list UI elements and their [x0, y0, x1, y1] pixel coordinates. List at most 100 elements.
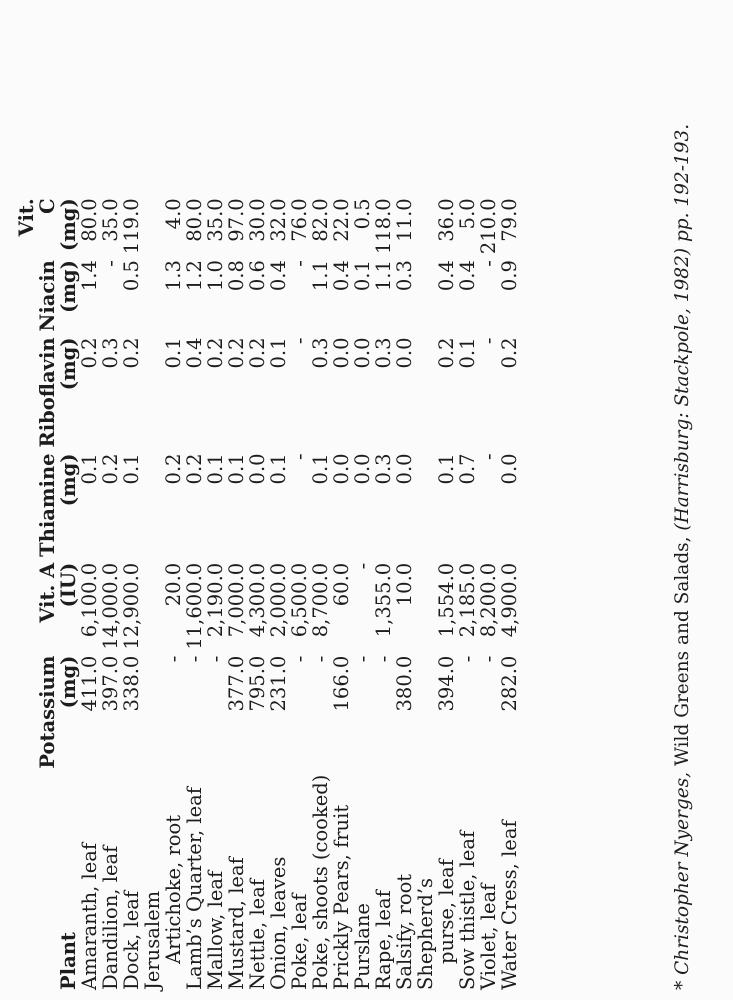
riboflavin-cell: 0.3 [99, 337, 122, 369]
thiamine-cell: 0.1 [120, 453, 143, 485]
table-row: Lamb’s Quarter, leaf - 11,600.0 0.2 0.4 1.2 80… [183, 198, 206, 990]
vit-a-cell: 4,300.0 [246, 562, 269, 638]
potassium-cell: 338.0 [120, 655, 143, 712]
table-row: Purslane - - 0.0 0.0 0.1 0.5 [351, 198, 374, 990]
niacin-cell: - [99, 260, 122, 267]
riboflavin-cell: 0.1 [456, 337, 479, 369]
plant-name-cell: Salsify, root [393, 873, 416, 990]
riboflavin-cell: 0.2 [120, 337, 143, 369]
vit-c-cell: 80.0 [183, 198, 206, 242]
table-body: Amaranth, leaf 411.0 6,100.0 0.1 0.2 1.4 80.0 D… [78, 198, 521, 990]
vit-a-cell: 1,355.0 [372, 562, 395, 638]
potassium-cell: - [183, 655, 206, 663]
header-row: Plant Potassium (mg) Vit. A (IU) Thiamine(… [15, 198, 80, 990]
niacin-cell: 0.1 [351, 260, 374, 292]
potassium-cell: - [162, 655, 185, 663]
thiamine-cell: 0.0 [246, 453, 269, 485]
vit-c-cell: 0.5 [351, 198, 374, 230]
niacin-cell: 1.4 [78, 260, 101, 292]
plant-name-cell: Nettle, leaf [246, 878, 269, 990]
vit-c-cell: 35.0 [99, 198, 122, 242]
niacin-cell: 0.4 [435, 260, 458, 292]
vit-a-cell: 12,900.0 [120, 562, 143, 650]
plant-name-cell: Rape, leaf [372, 890, 395, 990]
niacin-cell: 1.3 [162, 260, 185, 292]
vit-c-cell: 118.0 [372, 198, 395, 255]
niacin-cell: - [288, 260, 311, 267]
thiamine-cell: 0.1 [78, 453, 101, 485]
niacin-cell: 0.3 [393, 260, 416, 292]
plant-name-cell: Mustard, leaf [225, 857, 248, 990]
footnote: * Christopher Nyerges, Wild Greens and S… [672, 90, 693, 990]
potassium-cell: 411.0 [78, 655, 101, 712]
thiamine-cell [415, 453, 436, 562]
potassium-cell: - [309, 655, 332, 663]
thiamine-cell: 0.1 [225, 453, 248, 485]
potassium-cell: - [204, 655, 227, 663]
vit-c-cell: 32.0 [267, 198, 290, 242]
plant-name-cell: Dock, leaf [120, 890, 143, 990]
plant-name-cell: Artichoke, root [162, 814, 185, 964]
vit-a-cell: 4,900.0 [498, 562, 521, 638]
plant-name-cell: purse, leaf [435, 859, 458, 964]
niacin-cell: 0.4 [330, 260, 353, 292]
plant-name-cell: Jerusalem [141, 890, 164, 990]
vit-c-cell: 76.0 [288, 198, 311, 242]
vit-c-cell: 5.0 [456, 198, 479, 230]
vit-a-cell [415, 563, 436, 656]
plant-name-cell: Violet, leaf [477, 883, 500, 990]
plant-name-cell: Poke, shoots (cooked) [309, 774, 332, 990]
unit-label: (mg) [57, 198, 80, 252]
vit-c-cell: 36.0 [435, 198, 458, 242]
potassium-cell: - [456, 655, 479, 663]
riboflavin-cell: 0.2 [225, 337, 248, 369]
plant-name-cell: Onion, leaves [267, 856, 290, 990]
thiamine-cell: - [477, 453, 500, 461]
plant-name-cell: Sow thistle, leaf [456, 830, 479, 990]
table-row: Shepherd’s [414, 198, 437, 990]
riboflavin-cell: 0.0 [393, 337, 416, 369]
riboflavin-cell: 0.2 [78, 337, 101, 369]
vit-c-cell: 11.0 [393, 198, 416, 242]
vit-a-cell: 10.0 [393, 562, 416, 607]
plant-name-cell: Shepherd’s [414, 877, 437, 990]
riboflavin-cell: 0.1 [267, 337, 290, 369]
niacin-cell: 0.4 [456, 260, 479, 292]
potassium-cell [415, 656, 436, 775]
table-row: purse, leaf 394.0 1,554.0 0.1 0.2 0.4 36.0 [435, 198, 458, 990]
col-header-plant: Plant [57, 932, 80, 990]
potassium-cell: 377.0 [225, 655, 248, 712]
potassium-cell: 282.0 [498, 655, 521, 712]
vit-c-cell: 119.0 [120, 198, 143, 255]
potassium-cell: 795.0 [246, 655, 269, 712]
table-row: Dock, leaf 338.0 12,900.0 0.1 0.2 0.5 119.0 [120, 198, 143, 990]
vit-a-cell: 8,700.0 [309, 562, 332, 638]
vit-c-cell: 22.0 [330, 198, 353, 242]
riboflavin-cell [142, 337, 163, 453]
table-row: Dandilion, leaf 397.0 14,000.0 0.2 0.3 - 35.0 [99, 198, 122, 990]
thiamine-cell: - [288, 453, 311, 461]
niacin-cell: 1.2 [183, 260, 206, 292]
niacin-cell: 0.4 [267, 260, 290, 292]
niacin-cell [142, 260, 163, 337]
riboflavin-cell: - [477, 337, 500, 345]
vit-c-cell: 35.0 [204, 198, 227, 242]
table-row: Jerusalem [141, 198, 164, 990]
riboflavin-cell: 0.0 [330, 337, 353, 369]
potassium-cell: 166.0 [330, 655, 353, 712]
col-header-vit-a: Vit. A (IU) [16, 563, 80, 656]
table-row: Amaranth, leaf 411.0 6,100.0 0.1 0.2 1.4 80.0 [78, 198, 101, 990]
unit-label: (mg) [57, 453, 80, 507]
col-header-riboflavin: Riboflavin (mg) [36, 337, 80, 448]
vit-c-cell: 79.0 [498, 198, 521, 242]
thiamine-cell: 0.2 [162, 453, 185, 485]
vit-a-cell: 20.0 [162, 562, 185, 607]
niacin-cell: 0.5 [120, 260, 143, 292]
table-row: Nettle, leaf 795.0 4,300.0 0.0 0.2 0.6 30.0 [246, 198, 269, 990]
unit-label: (mg) [57, 337, 80, 391]
thiamine-cell: 0.1 [435, 453, 458, 485]
vit-a-cell: 1,554.0 [435, 562, 458, 638]
table-row: Artichoke, root - 20.0 0.2 0.1 1.3 4.0 [162, 198, 185, 990]
thiamine-cell: 0.1 [204, 453, 227, 485]
